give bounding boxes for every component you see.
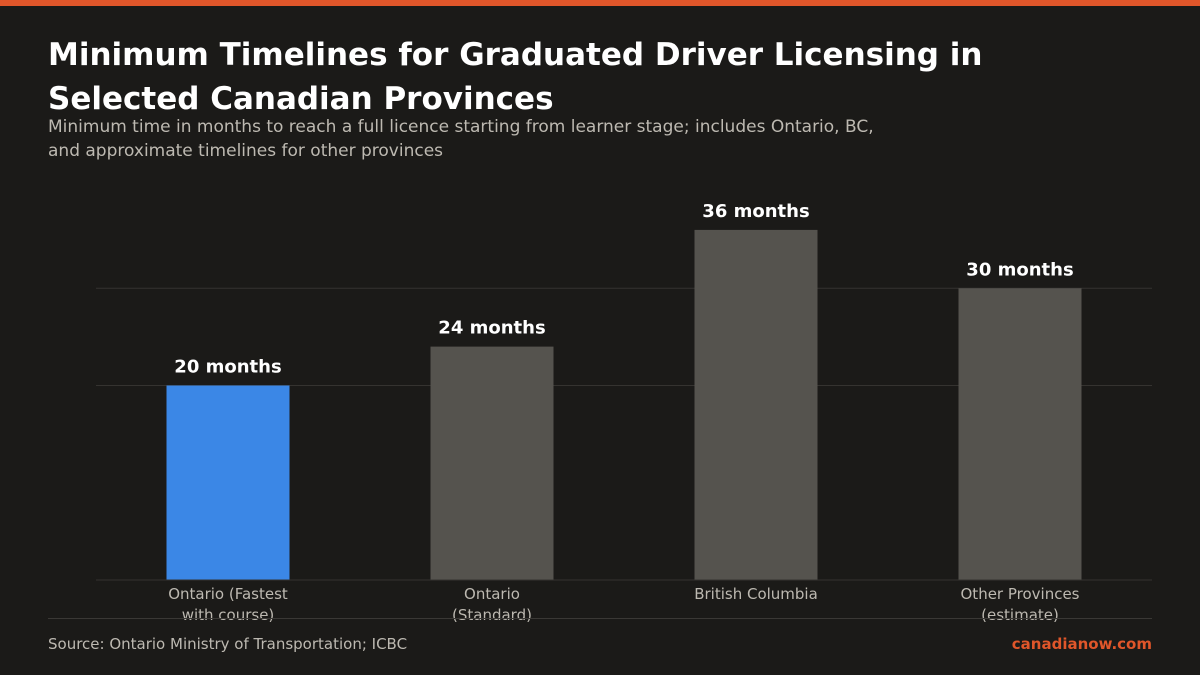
footer-divider	[48, 618, 1152, 619]
chart-subtitle: Minimum time in months to reach a full l…	[48, 117, 874, 161]
data-label-1: 24 months	[438, 318, 545, 339]
data-label-0: 20 months	[174, 357, 281, 378]
data-label-2: 36 months	[702, 201, 809, 222]
category-label-1: Ontario (Standard)	[452, 585, 532, 624]
bar-2	[694, 229, 818, 580]
category-label-0: Ontario (Fastest with course)	[168, 585, 288, 624]
bar-1	[430, 346, 554, 580]
category-label-3: Other Provinces (estimate)	[961, 585, 1080, 624]
source-note: Source: Ontario Ministry of Transportati…	[48, 635, 408, 653]
data-label-3: 30 months	[966, 259, 1073, 280]
chart-title: Minimum Timelines for Graduated Driver L…	[48, 37, 983, 117]
brand-link[interactable]: canadianow.com	[1011, 635, 1152, 653]
category-label-2: British Columbia	[694, 585, 818, 603]
bar-3	[958, 288, 1082, 580]
bar-0	[166, 385, 290, 580]
top-accent-bar	[0, 0, 1200, 6]
